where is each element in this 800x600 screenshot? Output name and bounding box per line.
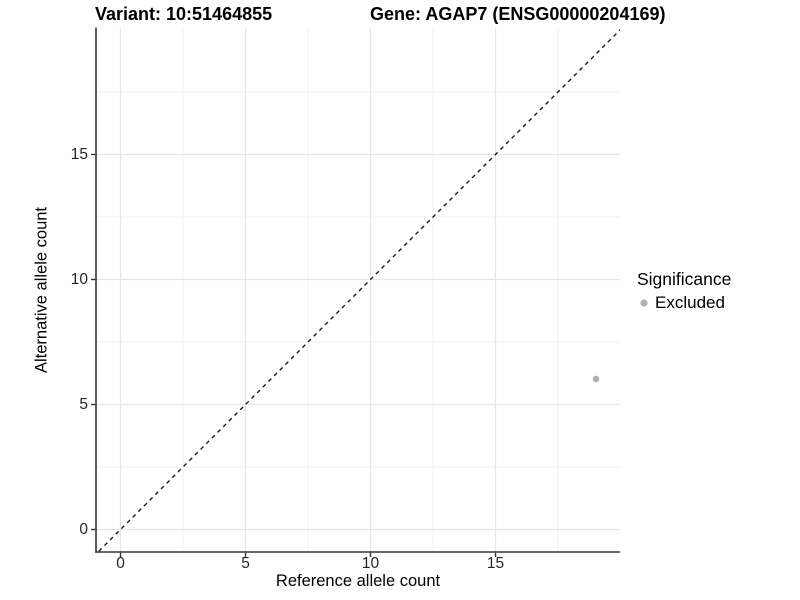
minor-gridlines [96, 28, 620, 552]
y-tick-label: 10 [70, 270, 88, 288]
x-axis-title: Reference allele count [275, 572, 441, 590]
axis-ticks [91, 153, 497, 557]
y-tick-label: 5 [79, 395, 88, 413]
major-gridlines [96, 28, 620, 552]
legend-key-dot-icon [640, 299, 648, 307]
legend: Significance Excluded [637, 269, 731, 313]
legend-item-label: Excluded [655, 293, 725, 312]
y-tick-label: 0 [79, 520, 88, 538]
x-tick-label: 0 [116, 555, 125, 572]
gene-title: Gene: AGAP7 (ENSG00000204169) [370, 4, 666, 24]
x-tick-label: 10 [361, 555, 380, 572]
plot-canvas [91, 27, 620, 557]
legend-item-excluded: Excluded [637, 293, 731, 313]
x-tick-label: 5 [241, 555, 250, 572]
y-tick-label: 15 [70, 145, 88, 163]
axis-lines [95, 27, 620, 553]
x-tick-label: 15 [486, 555, 505, 572]
plot-panel [91, 27, 620, 557]
legend-title: Significance [637, 269, 732, 289]
identity-line [97, 29, 620, 552]
data-point [592, 375, 600, 383]
y-axis-title: Alternative allele count [32, 206, 51, 374]
variant-title: Variant: 10:51464855 [95, 4, 273, 24]
